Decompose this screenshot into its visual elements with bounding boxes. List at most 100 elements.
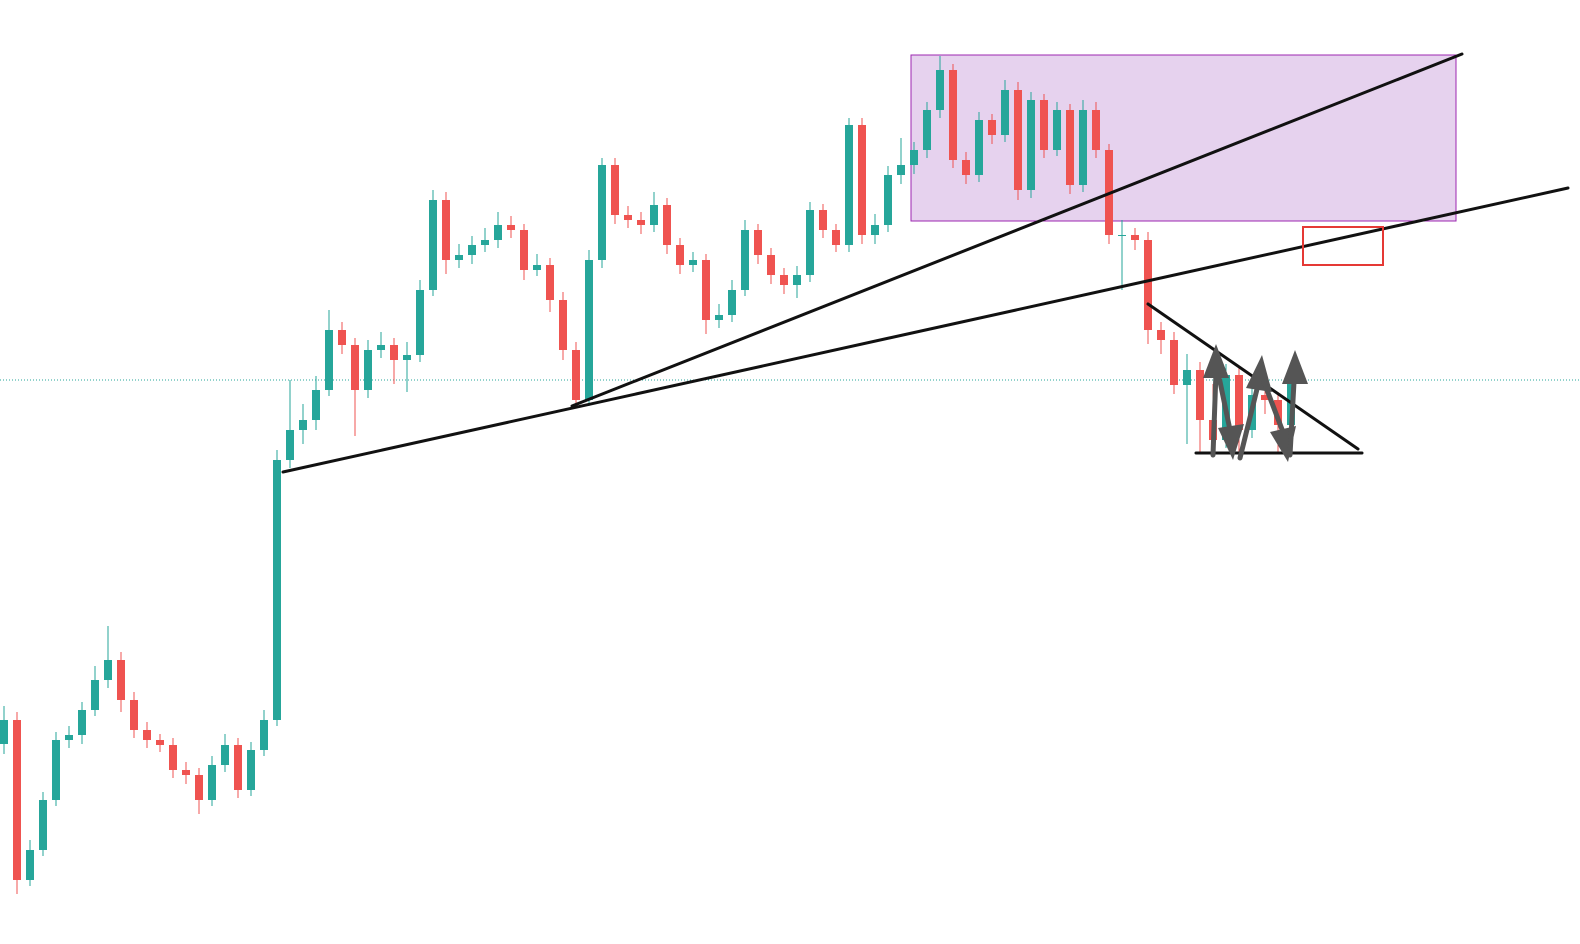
candle-body (312, 390, 320, 420)
candle-body (221, 745, 229, 765)
trendline (570, 52, 1464, 408)
candle-body (1157, 330, 1165, 340)
candle-body (572, 350, 580, 400)
candle-body (1040, 100, 1048, 150)
candle-body (871, 225, 879, 235)
candle-body (195, 775, 203, 800)
candle-body (702, 260, 710, 320)
candle-body (1066, 110, 1074, 185)
arrow (1261, 379, 1286, 435)
candle-body (442, 200, 450, 260)
candle-body (845, 125, 853, 245)
candle-body (455, 255, 463, 260)
candle-body (819, 210, 827, 230)
candle-body (104, 660, 112, 680)
candle-body (806, 210, 814, 275)
candle-body (403, 355, 411, 360)
candle-body (1183, 370, 1191, 385)
candle-body (1118, 235, 1126, 236)
candle-body (975, 120, 983, 175)
arrow (1215, 369, 1233, 433)
candle-body (1092, 110, 1100, 150)
candle-body (650, 205, 658, 225)
candle-body (247, 750, 255, 790)
candle-body (832, 230, 840, 245)
candle-body (364, 350, 372, 390)
candle-body (429, 200, 437, 290)
candle-body (910, 150, 918, 165)
candle-body (520, 230, 528, 270)
candle-body (767, 255, 775, 275)
candle-body (884, 175, 892, 225)
candle-body (533, 265, 541, 270)
target-box (1302, 226, 1384, 266)
candle-body (676, 245, 684, 265)
candle-body (91, 680, 99, 710)
candle-body (585, 260, 593, 400)
candle-body (728, 290, 736, 315)
arrow (1210, 369, 1219, 458)
candle-body (949, 70, 957, 160)
candle-body (1131, 235, 1139, 240)
arrow-head (1282, 350, 1308, 384)
candle-body (507, 225, 515, 230)
candle-body (156, 740, 164, 745)
drawings (281, 52, 1570, 474)
candle-body (1261, 395, 1269, 400)
candle-body (494, 225, 502, 240)
candle-body (1144, 240, 1152, 330)
candle-body (39, 800, 47, 850)
candle-body (390, 345, 398, 360)
candle-body (13, 720, 21, 880)
candle-body (130, 700, 138, 730)
candle-body (260, 720, 268, 750)
arrow (1287, 379, 1297, 458)
candle-body (559, 300, 567, 350)
candle-body (182, 770, 190, 775)
candle-body (338, 330, 346, 345)
candle-body (637, 220, 645, 225)
candle-body (26, 850, 34, 880)
trendline (281, 186, 1570, 474)
candle-body (52, 740, 60, 800)
candle-body (546, 265, 554, 300)
candle-body (1235, 375, 1243, 430)
candle-body (416, 290, 424, 355)
arrows (1203, 344, 1308, 462)
candle-body (611, 165, 619, 215)
candle-body (208, 765, 216, 800)
candle-body (468, 245, 476, 255)
candle-body (286, 430, 294, 460)
candle-body (169, 745, 177, 770)
candle-body (624, 215, 632, 220)
arrow-head (1218, 424, 1244, 460)
candle-body (1196, 370, 1204, 420)
candle-body (1170, 340, 1178, 385)
candle-body (598, 165, 606, 260)
candle-body (715, 315, 723, 320)
candle-body (663, 205, 671, 245)
candle-body (689, 260, 697, 265)
arrow-head (1203, 344, 1229, 378)
candle-body (325, 330, 333, 390)
candle-body (351, 345, 359, 390)
candle-body (754, 230, 762, 255)
candle-body (1053, 110, 1061, 150)
zone-box (910, 54, 1457, 222)
candle-body (117, 660, 125, 700)
candle-body (962, 160, 970, 175)
candle-body (143, 730, 151, 740)
candle-body (858, 125, 866, 235)
candle-body (273, 460, 281, 720)
candle-body (377, 345, 385, 350)
candle-body (78, 710, 86, 735)
candle-body (1001, 90, 1009, 135)
candle-body (923, 110, 931, 150)
candle-body (299, 420, 307, 430)
candle-body (793, 275, 801, 285)
candle-body (741, 230, 749, 290)
candle-body (897, 165, 905, 175)
candle-body (0, 720, 8, 744)
